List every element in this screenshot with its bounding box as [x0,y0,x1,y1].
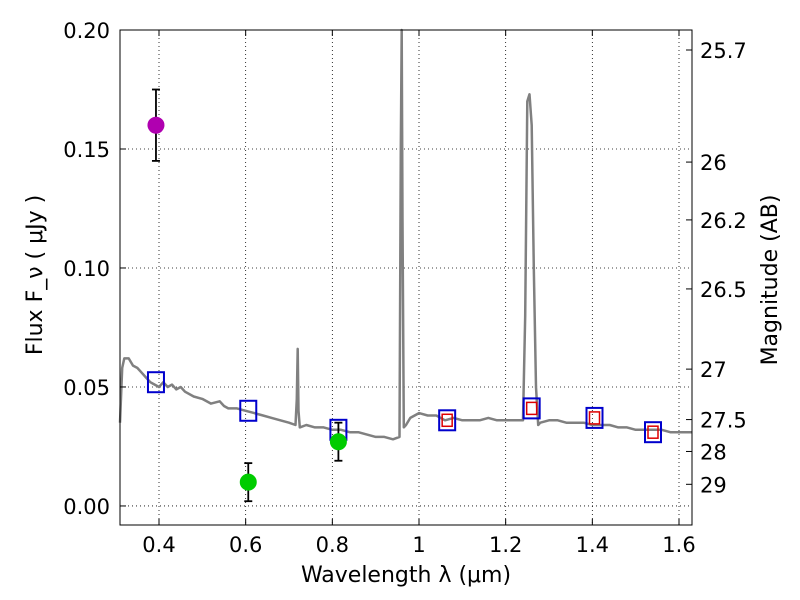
observed-point [147,116,165,134]
model-flux-square [522,397,541,420]
upper-limit-square [588,411,601,425]
upper-limit-square [441,413,453,428]
observed-point [239,473,257,491]
y2-tick-label: 27.5 [700,409,747,433]
observed-point [329,433,347,451]
x-tick-label: 0.4 [142,533,175,557]
x-tick-label: 1.4 [576,533,609,557]
model-flux-square [585,406,604,429]
y-axis-label: Flux F_ν ( μJy ) [23,195,48,355]
x-axis-label: Wavelength λ (μm) [301,563,511,588]
y2-tick-label: 29 [700,473,727,497]
model-flux-square [146,371,165,394]
y2-tick-label: 28 [700,440,727,464]
y-tick-label: 0.20 [63,19,110,43]
upper-limit-square [525,401,538,416]
model-flux-square [644,421,662,444]
y-tick-label: 0.10 [63,257,110,281]
y2-tick-label: 26 [700,151,727,175]
grid [120,29,692,525]
y2-tick-label: 25.7 [700,39,747,63]
y-tick-label: 0.00 [63,495,110,519]
y-tick-label: 0.05 [63,376,110,400]
x-tick-label: 0.6 [229,533,262,557]
y2-tick-label: 27 [700,358,727,382]
x-tick-label: 1 [412,533,425,557]
y2-axis-label: Magnitude (AB) [758,195,783,366]
x-tick-label: 0.8 [316,533,349,557]
x-tick-label: 1.2 [489,533,522,557]
series-layer [118,28,692,503]
spectrum-line [118,28,692,441]
x-tick-label: 1.6 [662,533,695,557]
upper-limit-square [647,425,659,439]
y2-tick-label: 26.5 [700,278,747,302]
model-flux-square [438,409,457,432]
y-tick-label: 0.15 [63,138,110,162]
ticks-layer: 0.4 0.6 0.8 1 1.2 1.4 1.6 0.00 0.05 0.10 0.15 0.20 2… [63,19,747,557]
plot-frame [119,29,693,526]
y2-tick-label: 26.2 [700,209,747,233]
model-flux-square [239,399,258,422]
